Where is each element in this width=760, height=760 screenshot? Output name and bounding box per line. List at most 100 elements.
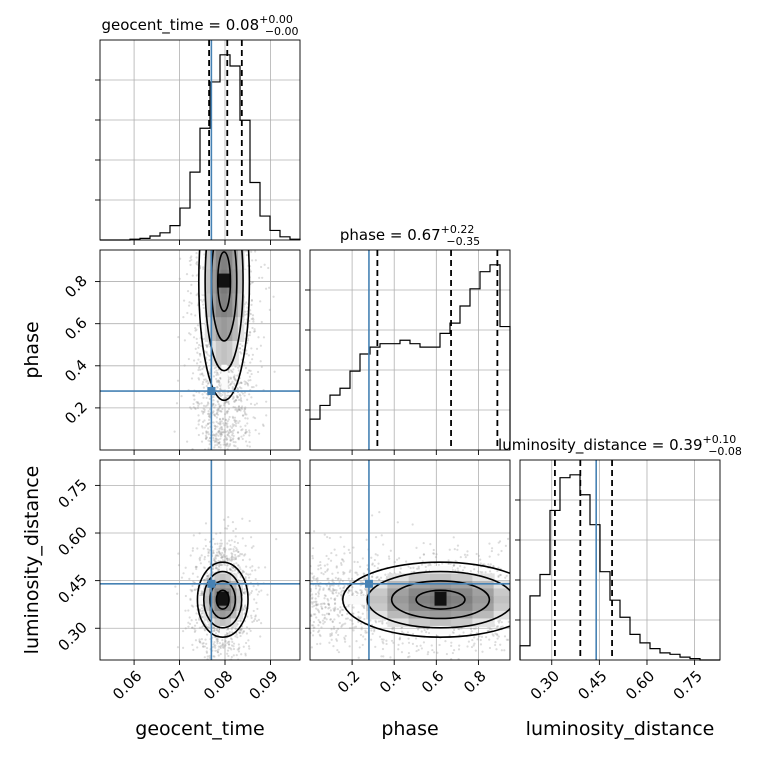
scatter-point [492, 634, 495, 637]
scatter-point [176, 592, 179, 595]
scatter-point [340, 594, 343, 598]
scatter-point [398, 638, 401, 641]
scatter-point [196, 406, 200, 410]
scatter-point [187, 621, 190, 624]
scatter-point [202, 547, 205, 550]
scatter-point [317, 624, 320, 627]
scatter-point [236, 447, 239, 450]
scatter-point [326, 597, 329, 601]
density-cell [225, 618, 232, 627]
scatter-point [222, 397, 226, 400]
scatter-point [333, 548, 336, 551]
scatter-point [221, 639, 224, 642]
scatter-point [206, 575, 209, 578]
scatter-point [231, 521, 235, 524]
scatter-point [496, 625, 500, 628]
scatter-point [351, 585, 354, 589]
scatter-point [198, 352, 201, 356]
histogram-luminosity_distance [519, 474, 720, 661]
scatter-point [327, 603, 331, 607]
title-value: luminosity_distance = 0.39 [498, 436, 702, 455]
scatter-point [330, 551, 333, 555]
scatter-point [215, 628, 218, 631]
scatter-point [246, 398, 249, 401]
density-cell [472, 588, 495, 597]
scatter-point [243, 408, 246, 411]
scatter-point [205, 577, 208, 580]
scatter-point [466, 554, 469, 557]
scatter-point [203, 578, 206, 582]
scatter-point [230, 626, 234, 630]
scatter-point [214, 404, 217, 407]
scatter-point [444, 640, 447, 643]
scatter-point [201, 367, 204, 370]
scatter-point [217, 441, 221, 445]
scatter-point [188, 622, 192, 626]
scatter-point [327, 588, 330, 591]
scatter-point [220, 644, 223, 647]
scatter-point [249, 536, 253, 539]
scatter-point [218, 381, 221, 384]
scatter-point [331, 572, 334, 575]
scatter-point [497, 553, 500, 556]
scatter-point [426, 653, 429, 656]
scatter-point [323, 616, 327, 619]
scatter-point [313, 575, 316, 578]
scatter-point [475, 552, 478, 556]
scatter-point [236, 431, 240, 434]
scatter-point [488, 570, 492, 573]
scatter-point [315, 603, 319, 606]
scatter-point [237, 437, 240, 440]
scatter-point [310, 614, 313, 618]
scatter-point [191, 589, 194, 592]
scatter-point [220, 542, 223, 545]
scatter-point [395, 558, 399, 561]
scatter-point [250, 616, 253, 620]
scatter-point [464, 556, 467, 559]
density-cell [210, 293, 217, 319]
scatter-point [198, 638, 201, 641]
scatter-point [371, 632, 374, 635]
scatter-point [318, 589, 321, 592]
scatter-point [244, 366, 248, 370]
scatter-point [336, 578, 340, 581]
scatter-point [357, 611, 360, 614]
scatter-point [197, 378, 201, 381]
scatter-point [212, 439, 215, 442]
density-cell [208, 588, 216, 597]
scatter-point [214, 644, 217, 647]
scatter-point [212, 655, 215, 658]
scatter-point [215, 433, 218, 436]
scatter-point [249, 402, 253, 405]
scatter-point [188, 332, 191, 335]
scatter-point [193, 398, 196, 401]
scatter-point [366, 564, 369, 567]
scatter-point [213, 371, 216, 374]
scatter-point [212, 436, 215, 440]
scatter-point [238, 420, 241, 423]
scatter-point [229, 430, 232, 433]
scatter-point [245, 632, 249, 635]
x-tick-label: 0.30 [527, 667, 563, 703]
contour-0 [197, 250, 251, 402]
scatter-point [198, 640, 202, 644]
scatter-point [196, 351, 199, 354]
scatter-point [226, 443, 229, 446]
scatter-point [227, 654, 230, 658]
scatter-point [216, 385, 219, 388]
scatter-point [230, 568, 233, 571]
scatter-point [226, 442, 229, 445]
scatter-point [496, 637, 499, 640]
scatter-point [198, 626, 201, 629]
scatter-point [205, 350, 208, 354]
scatter-point [229, 436, 232, 439]
scatter-point [411, 642, 415, 646]
scatter-point [231, 430, 234, 433]
scatter-point [221, 563, 224, 566]
scatter-point [364, 638, 367, 641]
scatter-point [365, 631, 368, 634]
scatter-point [206, 577, 210, 580]
scatter-point [254, 429, 257, 432]
scatter-point [331, 590, 334, 593]
contour-2 [390, 580, 491, 620]
